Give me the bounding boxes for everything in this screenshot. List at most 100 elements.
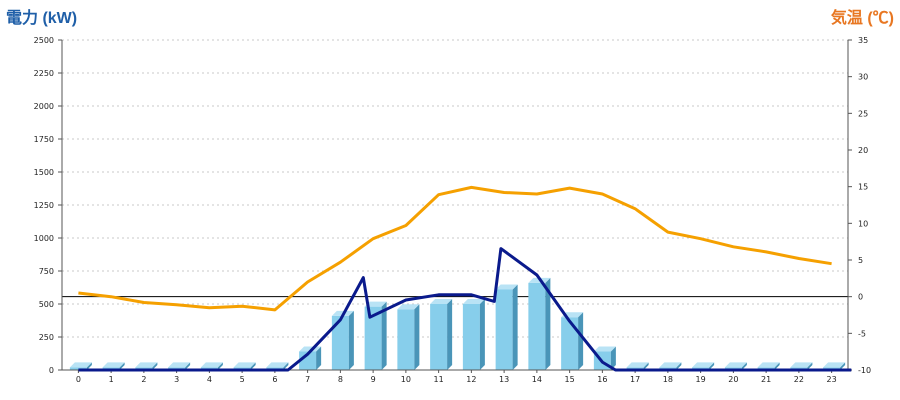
bar-side: [578, 312, 584, 370]
bar-side: [610, 346, 616, 370]
bar-top: [692, 362, 715, 368]
power-bar: [397, 304, 420, 370]
left-tick-label: 2500: [34, 36, 54, 45]
x-tick-label: 10: [401, 375, 411, 384]
bar-top: [823, 362, 846, 368]
bar-front: [397, 309, 415, 370]
left-tick-label: 500: [39, 300, 54, 309]
power-bar: [528, 277, 551, 370]
right-tick-label: 20: [858, 146, 868, 155]
bar-top: [626, 362, 649, 368]
power-bar: [364, 301, 387, 370]
bar-top: [135, 362, 158, 368]
bar-top: [397, 304, 420, 310]
bar-side: [512, 284, 518, 370]
x-tick-label: 17: [630, 375, 640, 384]
bar-side: [414, 304, 420, 370]
right-tick-label: 15: [858, 183, 868, 192]
bar-top: [200, 362, 223, 368]
bar-front: [495, 289, 513, 370]
bar-front: [462, 304, 480, 370]
bar-top: [364, 301, 387, 307]
bar-side: [86, 362, 92, 370]
x-tick-label: 21: [761, 375, 771, 384]
left-y-axis: 0 250 500 750 1000 1250 1500 1750 2000 2250 2500: [34, 36, 63, 375]
x-tick-label: 0: [76, 375, 81, 384]
left-tick-label: 1250: [34, 201, 54, 210]
bar-side: [316, 346, 322, 370]
bar-side: [709, 362, 715, 370]
right-tick-label: 0: [858, 293, 863, 302]
right-axis-title: 気温 (℃): [831, 8, 894, 27]
left-tick-label: 2250: [34, 69, 54, 78]
right-y-axis: -10 -5 0 5 10 15 20 25 30 35: [847, 36, 871, 375]
x-tick-label: 19: [696, 375, 706, 384]
bar-side: [152, 362, 158, 370]
x-tick-label: 6: [272, 375, 277, 384]
bar-top: [790, 362, 813, 368]
bar-side: [774, 362, 780, 370]
bar-top: [233, 362, 256, 368]
bar-top: [724, 362, 747, 368]
bar-side: [447, 299, 453, 370]
bar-top: [757, 362, 780, 368]
left-axis-title: 電力 (kW): [6, 8, 77, 27]
x-tick-label: 15: [565, 375, 575, 384]
bar-top: [430, 299, 453, 304]
x-tick-label: 14: [532, 375, 542, 384]
left-tick-label: 1500: [34, 168, 54, 177]
bar-top: [659, 362, 682, 368]
bar-top: [462, 299, 485, 304]
bar-side: [643, 362, 649, 370]
x-tick-label: 4: [207, 375, 212, 384]
right-tick-label: 30: [858, 73, 868, 82]
x-tick-label: 1: [109, 375, 114, 384]
bar-side: [807, 362, 813, 370]
right-tick-label: 35: [858, 36, 868, 45]
bar-side: [381, 301, 387, 370]
bar-side: [185, 362, 191, 370]
bar-front: [69, 367, 87, 370]
right-tick-label: -10: [858, 366, 871, 375]
right-tick-label: 5: [858, 256, 863, 265]
x-tick-label: 22: [794, 375, 804, 384]
x-tick-label: 8: [338, 375, 343, 384]
bar-front: [528, 282, 546, 370]
bar-front: [364, 306, 382, 370]
x-tick-label: 23: [827, 375, 837, 384]
bar-side: [283, 362, 289, 370]
x-tick-label: 13: [499, 375, 509, 384]
bar-top: [69, 362, 92, 368]
bar-top: [168, 362, 191, 368]
bar-top: [593, 346, 616, 352]
bar-front: [430, 304, 448, 370]
power-bar: [561, 312, 584, 370]
right-tick-label: 25: [858, 109, 868, 118]
bar-side: [840, 362, 846, 370]
left-tick-label: 0: [49, 366, 54, 375]
power-bar: [430, 299, 453, 370]
power-bar: [69, 362, 92, 370]
x-tick-label: 12: [466, 375, 476, 384]
gridlines: [62, 39, 848, 338]
x-tick-label: 9: [371, 375, 376, 384]
x-tick-label: 16: [597, 375, 607, 384]
bar-side: [741, 362, 747, 370]
bar-side: [217, 362, 223, 370]
x-tick-label: 5: [240, 375, 245, 384]
bar-top: [102, 362, 125, 368]
power-bar: [495, 284, 518, 370]
left-tick-label: 250: [39, 333, 54, 342]
x-tick-label: 20: [728, 375, 738, 384]
x-tick-label: 2: [141, 375, 146, 384]
series-lines: [78, 185, 852, 372]
x-tick-label: 11: [434, 375, 444, 384]
bar-front: [331, 315, 349, 370]
left-tick-label: 1000: [34, 234, 54, 243]
left-tick-label: 2000: [34, 102, 54, 111]
power-line: [78, 247, 852, 372]
bar-side: [119, 362, 125, 370]
bar-side: [545, 277, 551, 370]
bar-side: [676, 362, 682, 370]
left-tick-label: 750: [39, 267, 54, 276]
